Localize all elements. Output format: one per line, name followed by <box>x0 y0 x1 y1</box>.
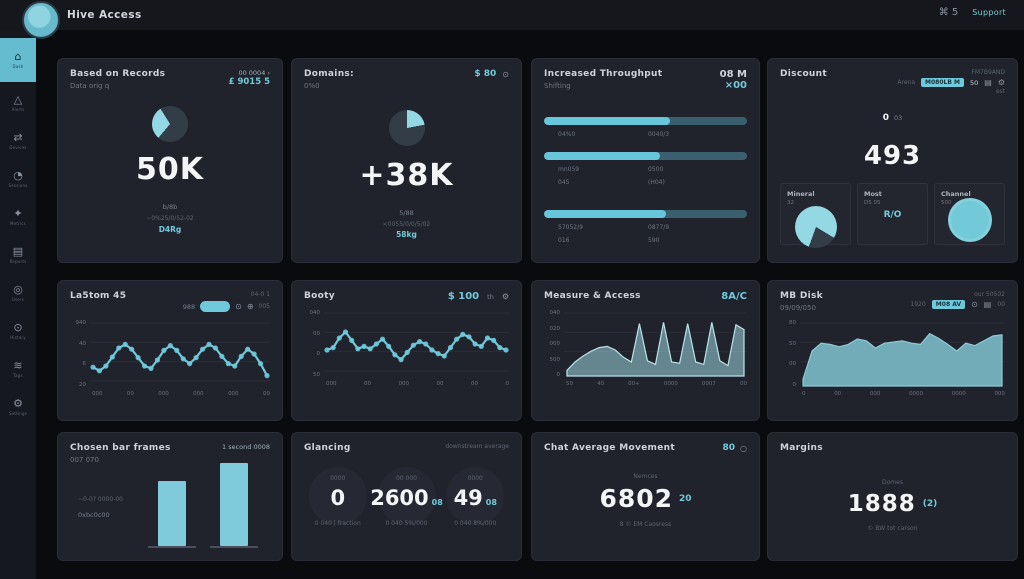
progress-bar <box>544 210 747 218</box>
subcard-most[interactable]: Most D5 05 R/O <box>857 183 928 245</box>
subcard-pie-chart <box>795 206 837 248</box>
stat-3: 0000 49 08 0 040 8%/000 <box>442 467 510 527</box>
app-title: Hive Access <box>67 9 142 21</box>
card-title: Margins <box>780 443 823 453</box>
chart-icon[interactable]: ▤ <box>984 78 992 87</box>
card-title: Booty <box>304 291 335 301</box>
donut-chart <box>152 106 188 142</box>
sidebar-item-devices[interactable]: ⇄ Devices <box>9 131 27 150</box>
kpi-value: 6802 <box>599 484 674 513</box>
card-title: Domains: <box>304 69 354 79</box>
home-icon: ⌂ <box>14 50 22 63</box>
details-link[interactable]: D4Rg <box>158 225 182 234</box>
app-logo-icon[interactable] <box>22 1 60 39</box>
reports-icon: ▤ <box>12 245 24 258</box>
line-chart <box>324 310 509 378</box>
sidebar-item-dashboard[interactable]: ⌂ Dash <box>0 38 36 82</box>
gear-icon[interactable]: ⚙ <box>501 292 509 301</box>
line-chart <box>90 320 270 388</box>
card-title: Glancing <box>304 443 351 453</box>
subcard-channel[interactable]: Channel 500 <box>934 183 1005 245</box>
sessions-icon: ◔ <box>13 169 23 182</box>
area-chart <box>800 320 1005 388</box>
user-icon[interactable]: ⊙ <box>971 300 978 309</box>
subcard-mineral[interactable]: Mineral 32 <box>780 183 851 248</box>
sidebar-item-metrics[interactable]: ✦ Metrics <box>10 207 26 226</box>
card-title: Measure & Access <box>544 291 641 301</box>
circle-icon[interactable]: ○ <box>740 443 747 453</box>
card-glancing-stats: Glancing downstream average 0000 0 0 040… <box>291 432 522 561</box>
users-icon: ◎ <box>13 283 23 296</box>
sidebar-item-sessions[interactable]: ◔ Sessions <box>8 169 28 188</box>
card-latency-chart: La5tom 45 04-0 1 988 ⊙ ⊕ 005 940 40 6 20 <box>57 280 283 421</box>
kpi-value: 1888 <box>847 491 916 517</box>
card-title: MB Disk <box>780 291 823 301</box>
card-disk-chart: MB Disk 09/09/050 our 50502 1920 M08 AV … <box>767 280 1018 421</box>
progress-group-1: 04%0 0040/3 <box>544 117 747 138</box>
card-title: Chosen bar frames <box>70 443 171 453</box>
stat-1: 0000 0 0 040 | fraction <box>304 467 372 527</box>
card-booty-chart: Booty $ 100 th ⚙ 040 00 0 50 000 00 000 00 0… <box>291 280 522 421</box>
sidebar-item-alerts[interactable]: △ Alerts <box>11 93 25 112</box>
chart-icon[interactable]: ▤ <box>983 300 992 309</box>
refresh-icon[interactable]: ⊙ <box>502 69 509 79</box>
sidebar-item-users[interactable]: ◎ Users <box>11 283 25 302</box>
card-title: Discount <box>780 69 827 79</box>
bar-1 <box>158 480 186 546</box>
user-icon[interactable]: ⊙ <box>235 302 242 311</box>
card-domains-kpi: Domains: 0%0 $ 80 ⊙ +38K 5/88 <0055/0/0/… <box>291 58 522 263</box>
mini-meter-icon: 03 <box>893 114 903 122</box>
card-measure-chart: Measure & Access 8A/C 040 020 000 500 0 … <box>531 280 760 421</box>
bar-chart <box>144 454 264 550</box>
sidebar-item-history[interactable]: ⊙ History <box>10 321 26 340</box>
devices-icon: ⇄ <box>13 131 23 144</box>
sidebar-item-tags[interactable]: ≋ Tags <box>13 359 23 378</box>
gear-icon[interactable]: ⚙ <box>997 78 1005 87</box>
toggle-switch[interactable] <box>200 301 231 312</box>
tags-icon: ≋ <box>13 359 23 372</box>
kpi-value: 50K <box>136 152 204 187</box>
mini-badge[interactable]: M08 AV <box>931 300 966 309</box>
progress-bar <box>544 117 747 125</box>
card-records-kpi: Based on Records Data orig q 00 0004 › £… <box>57 58 283 263</box>
alert-icon: △ <box>13 93 23 106</box>
pie-chart <box>388 110 425 146</box>
bar-2 <box>220 463 248 546</box>
progress-group-2: mn059 0500 045 (H04) <box>544 152 747 186</box>
gear-icon: ⚙ <box>13 397 23 410</box>
card-discount: Discount FM7B9AND Arena M080LB M 50 ▤ ⚙ … <box>767 58 1018 263</box>
card-title: La5tom 45 <box>70 291 127 301</box>
support-link[interactable]: Support <box>972 8 1006 17</box>
sidebar: ⌂ Dash △ Alerts ⇄ Devices ◔ Sessions ✦ M… <box>0 30 36 579</box>
stat-2: 00 000 2600 08 0 040 5%/000 <box>370 467 443 527</box>
sidebar-item-reports[interactable]: ▤ Reports <box>9 245 27 264</box>
kpi-value: +38K <box>359 158 454 193</box>
card-title: Increased Throughput <box>544 69 663 79</box>
progress-bar <box>544 152 747 160</box>
card-bar-frames: Chosen bar frames 007 070 1 second 0008 … <box>57 432 283 561</box>
history-icon: ⊙ <box>13 321 23 334</box>
shortcut-icon[interactable]: ⌘ 5 <box>938 7 959 18</box>
kpi-value: 493 <box>863 141 922 171</box>
top-bar: Hive Access ⌘ 5 Support <box>0 0 1024 30</box>
card-margins-kpi: Margins Domes 1888 (2) © BW tot carson <box>767 432 1018 561</box>
card-title: Chat Average Movement <box>544 443 675 453</box>
subcard-circle-chart <box>948 198 992 242</box>
card-movement-kpi: Chat Average Movement 80 ○ Nemces 6802 2… <box>531 432 760 561</box>
card-throughput: Increased Throughput Shifting 08 M ×00 0… <box>531 58 760 263</box>
metrics-icon: ✦ <box>13 207 23 220</box>
mini-badge[interactable]: M080LB M <box>921 78 964 87</box>
details-link[interactable]: 58kg <box>396 230 417 239</box>
card-title: Based on Records <box>70 69 166 79</box>
add-icon[interactable]: ⊕ <box>246 302 254 311</box>
area-chart <box>564 310 747 378</box>
progress-group-3: 57052/9 0877/9 016 590 <box>544 210 747 244</box>
sidebar-item-settings[interactable]: ⚙ Settings <box>8 397 27 416</box>
